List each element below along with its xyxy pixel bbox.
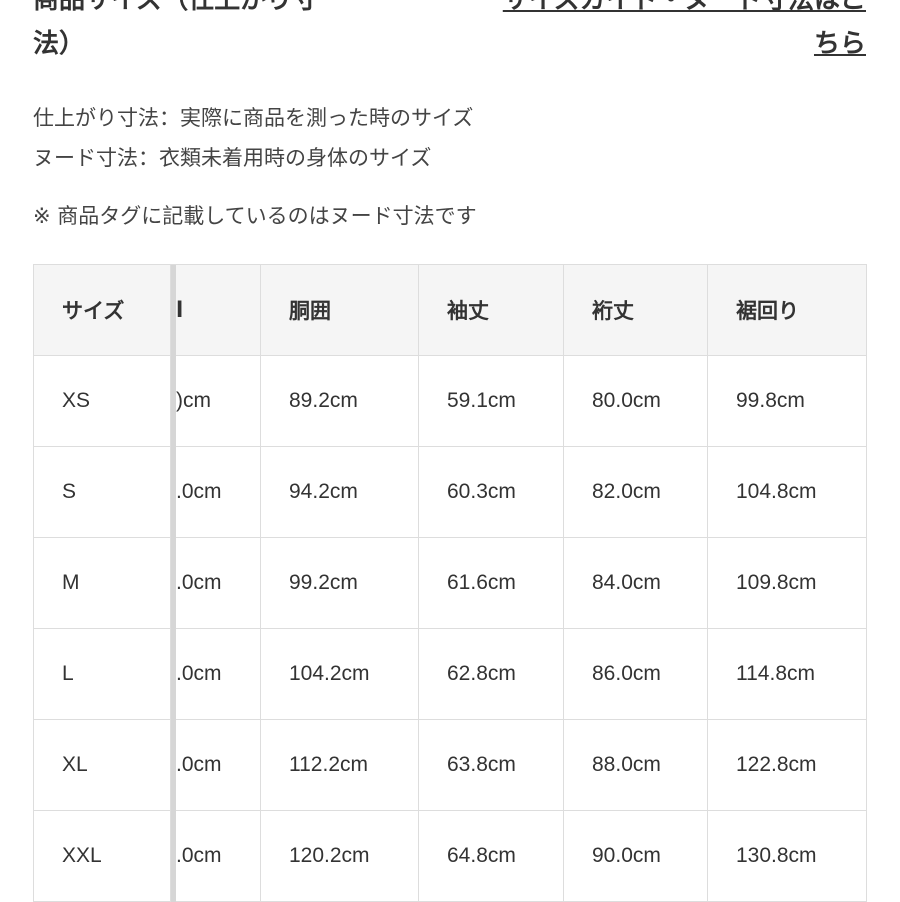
table-cell: 94.2cm xyxy=(261,447,419,538)
note-tag: ※ 商品タグに記載しているのはヌード寸法です xyxy=(33,204,477,228)
table-cell: 80.0cm xyxy=(564,356,708,447)
table-cell: )cm xyxy=(176,356,261,447)
table-cell: 63.8cm xyxy=(419,720,564,811)
table-cell: M xyxy=(34,538,171,629)
table-cell: 61.6cm xyxy=(419,538,564,629)
table-cell: 114.8cm xyxy=(708,629,867,720)
heading-line-1: 商品サイズ（仕上がり寸 xyxy=(33,0,319,15)
table-cell: L xyxy=(34,629,171,720)
heading-line-2: 法） xyxy=(33,29,86,59)
table-cell: 86.0cm xyxy=(564,629,708,720)
table-cell: 104.8cm xyxy=(708,447,867,538)
table-cell: XS xyxy=(34,356,171,447)
note-finished-size: 仕上がり寸法：実際に商品を測った時のサイズ xyxy=(33,106,474,130)
size-table[interactable]: サイズ l 胴囲 袖丈 裄丈 裾回り XS)cm 89.2cm 59.1cm 80.0cm 99.8… xyxy=(33,264,867,902)
table-cell: 120.2cm xyxy=(261,811,419,902)
scrollbar-divider[interactable] xyxy=(171,447,176,538)
header-cell: 袖丈 xyxy=(419,265,564,356)
table-cell: XL xyxy=(34,720,171,811)
scrollbar-divider[interactable] xyxy=(171,629,176,720)
table-cell: 64.8cm xyxy=(419,811,564,902)
table-cell: .0cm xyxy=(176,447,261,538)
table-cell: .0cm xyxy=(176,720,261,811)
note-nude-size: ヌード寸法：衣類未着用時の身体のサイズ xyxy=(33,146,432,170)
table-cell: 89.2cm xyxy=(261,356,419,447)
table-cell: 112.2cm xyxy=(261,720,419,811)
table-cell: 82.0cm xyxy=(564,447,708,538)
scrollbar-divider[interactable] xyxy=(171,356,176,447)
scrollbar-divider[interactable] xyxy=(171,538,176,629)
table-row: M .0cm 99.2cm 61.6cm 84.0cm 109.8cm xyxy=(34,538,867,629)
table-cell: 99.8cm xyxy=(708,356,867,447)
header-cell: サイズ xyxy=(34,265,171,356)
table-cell: 90.0cm xyxy=(564,811,708,902)
table-row: S .0cm 94.2cm 60.3cm 82.0cm 104.8cm xyxy=(34,447,867,538)
section-heading: 商品サイズ（仕上がり寸 法） xyxy=(33,0,318,66)
table-cell: 88.0cm xyxy=(564,720,708,811)
table-cell: 62.8cm xyxy=(419,629,564,720)
header-cell: 裾回り xyxy=(708,265,867,356)
table-cell: .0cm xyxy=(176,538,261,629)
table-row: XXL .0cm 120.2cm 64.8cm 90.0cm 130.8cm xyxy=(34,811,867,902)
table-cell: 59.1cm xyxy=(419,356,564,447)
header-cell: 胴囲 xyxy=(261,265,419,356)
table-cell: 122.8cm xyxy=(708,720,867,811)
scrollbar-divider[interactable] xyxy=(171,811,176,902)
scrollbar-divider[interactable] xyxy=(171,720,176,811)
table-header-row: サイズ l 胴囲 袖丈 裄丈 裾回り xyxy=(34,265,867,356)
table-cell: XXL xyxy=(34,811,171,902)
table-row: XL .0cm 112.2cm 63.8cm 88.0cm 122.8cm xyxy=(34,720,867,811)
header-cell: 裄丈 xyxy=(564,265,708,356)
table-cell: 104.2cm xyxy=(261,629,419,720)
table-cell: S xyxy=(34,447,171,538)
table-row: L .0cm 104.2cm 62.8cm 86.0cm 114.8cm xyxy=(34,629,867,720)
link-line-2[interactable]: ちら xyxy=(813,29,866,59)
table-cell: 60.3cm xyxy=(419,447,564,538)
table-cell: 109.8cm xyxy=(708,538,867,629)
table-cell: 130.8cm xyxy=(708,811,867,902)
table-cell: .0cm xyxy=(176,629,261,720)
link-line-1[interactable]: サイズガイド・ヌード寸法はこ xyxy=(502,0,866,15)
table-cell: 84.0cm xyxy=(564,538,708,629)
size-guide-link[interactable]: サイズガイド・ヌード寸法はこ ちら xyxy=(436,0,866,66)
table-cell: .0cm xyxy=(176,811,261,902)
table-row: XS)cm 89.2cm 59.1cm 80.0cm 99.8cm xyxy=(34,356,867,447)
table-cell: 99.2cm xyxy=(261,538,419,629)
scrollbar-divider[interactable] xyxy=(171,265,176,356)
header-cell: l xyxy=(176,265,261,356)
